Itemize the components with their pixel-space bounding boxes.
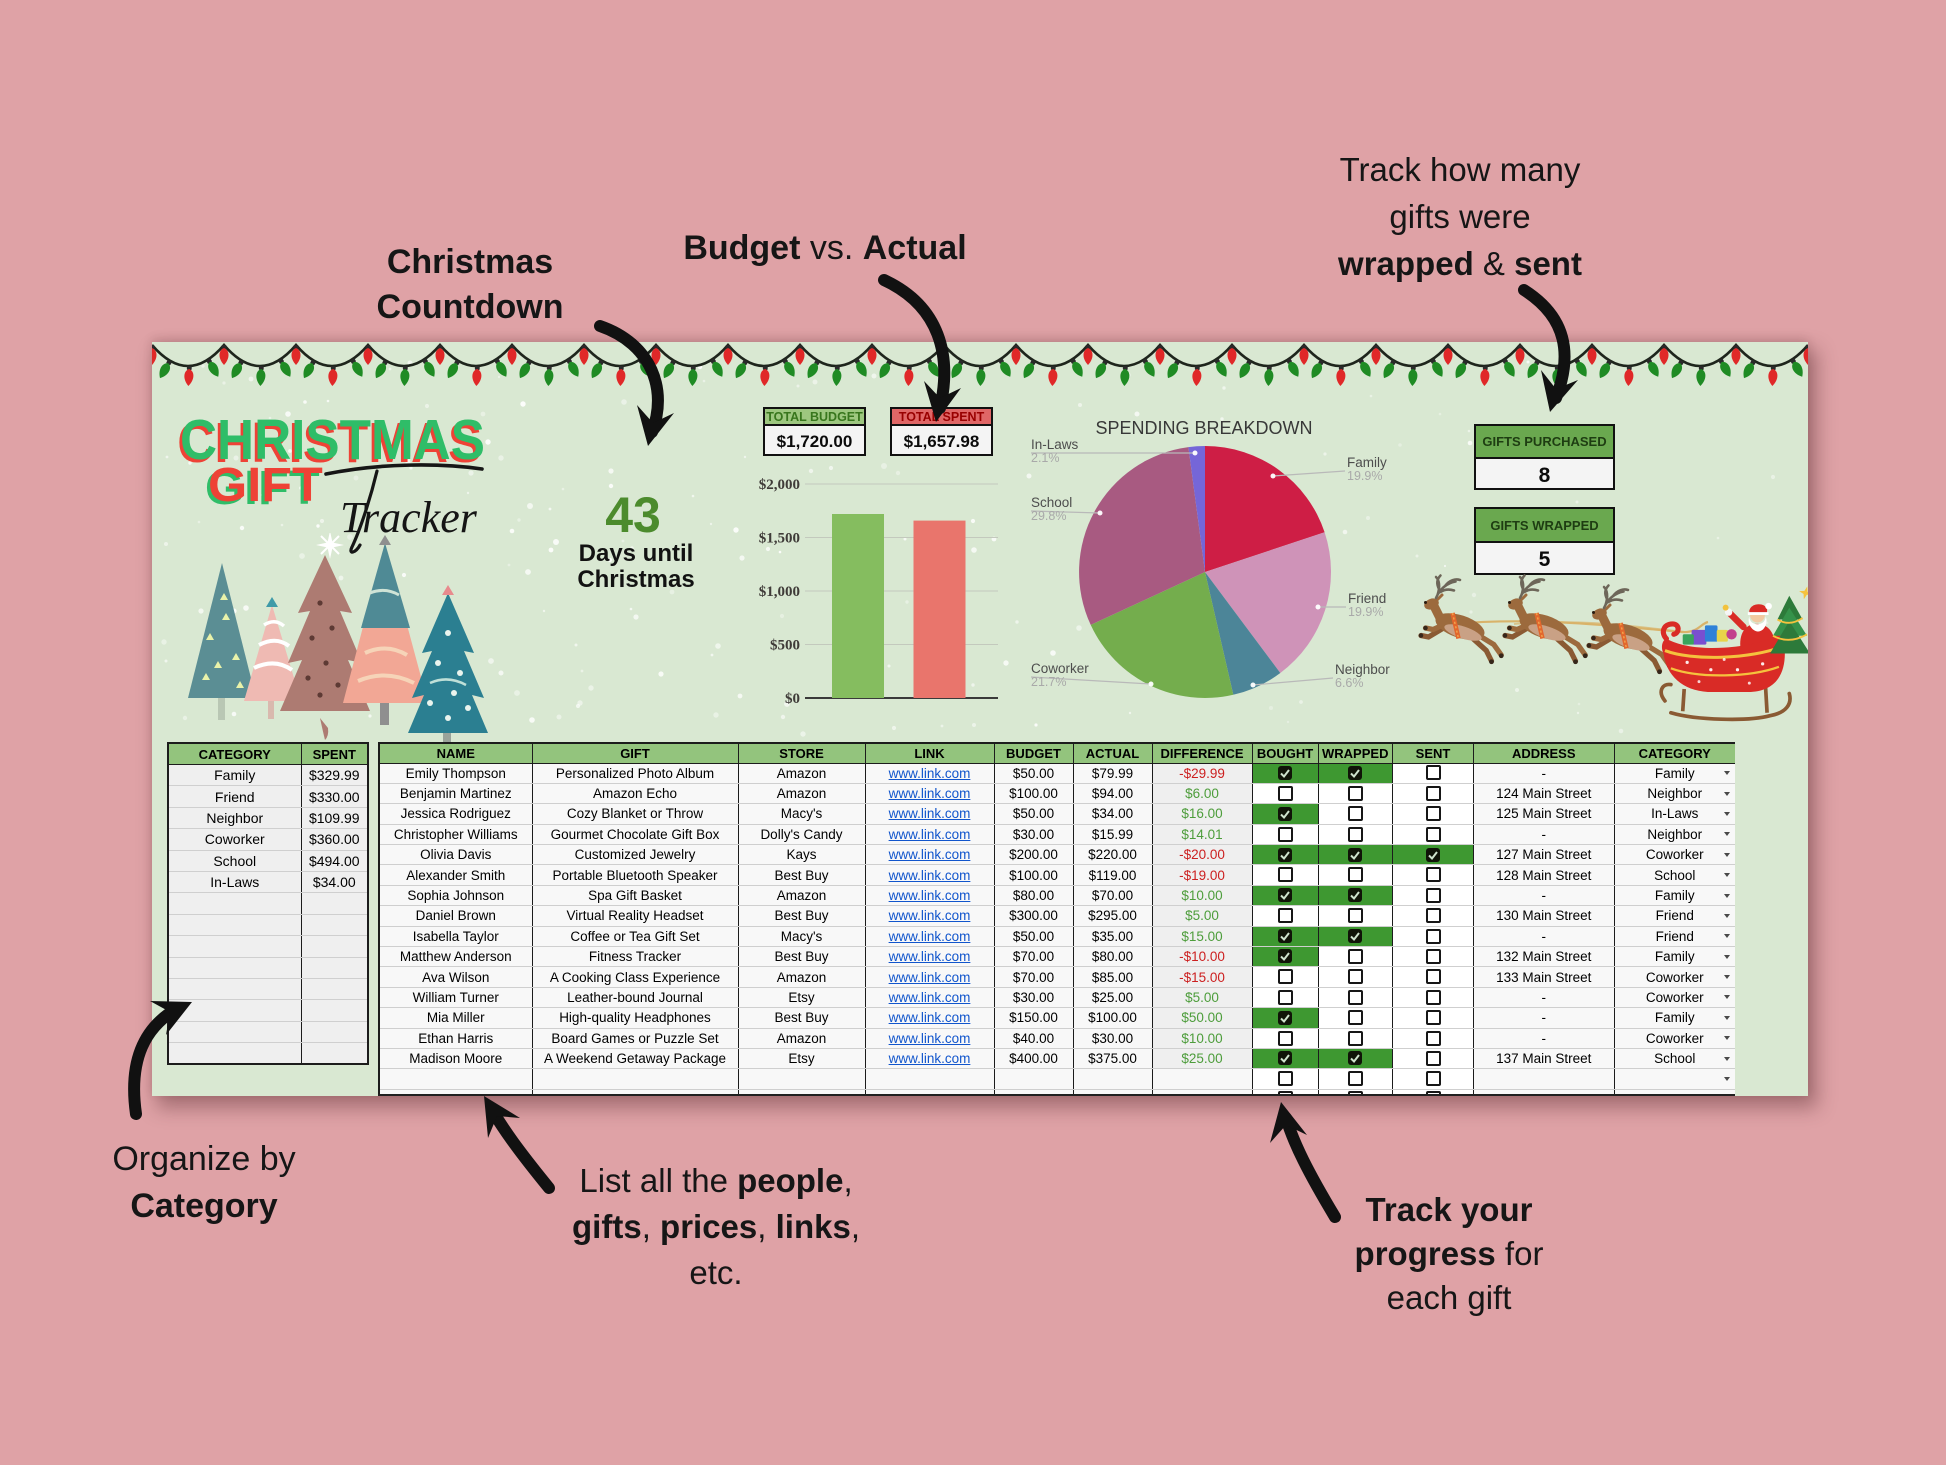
svg-text:$2,000: $2,000 xyxy=(759,477,800,493)
svg-text:SPENDING BREAKDOWN: SPENDING BREAKDOWN xyxy=(1095,418,1312,438)
svg-text:29.8%: 29.8% xyxy=(1031,509,1066,523)
svg-text:$1,000: $1,000 xyxy=(759,584,800,600)
svg-text:$1,500: $1,500 xyxy=(759,531,800,547)
svg-text:$0: $0 xyxy=(785,691,800,707)
svg-text:19.9%: 19.9% xyxy=(1348,605,1383,619)
svg-text:School: School xyxy=(1031,495,1072,510)
svg-text:19.9%: 19.9% xyxy=(1347,469,1382,483)
svg-text:Family: Family xyxy=(1347,455,1387,470)
svg-text:Friend: Friend xyxy=(1348,591,1386,606)
svg-text:21.7%: 21.7% xyxy=(1031,675,1066,689)
svg-text:2.1%: 2.1% xyxy=(1031,451,1060,465)
svg-text:6.6%: 6.6% xyxy=(1335,676,1364,690)
svg-text:$500: $500 xyxy=(770,638,800,654)
svg-text:Coworker: Coworker xyxy=(1031,661,1089,676)
svg-text:Neighbor: Neighbor xyxy=(1335,662,1390,677)
svg-text:In-Laws: In-Laws xyxy=(1031,437,1079,452)
